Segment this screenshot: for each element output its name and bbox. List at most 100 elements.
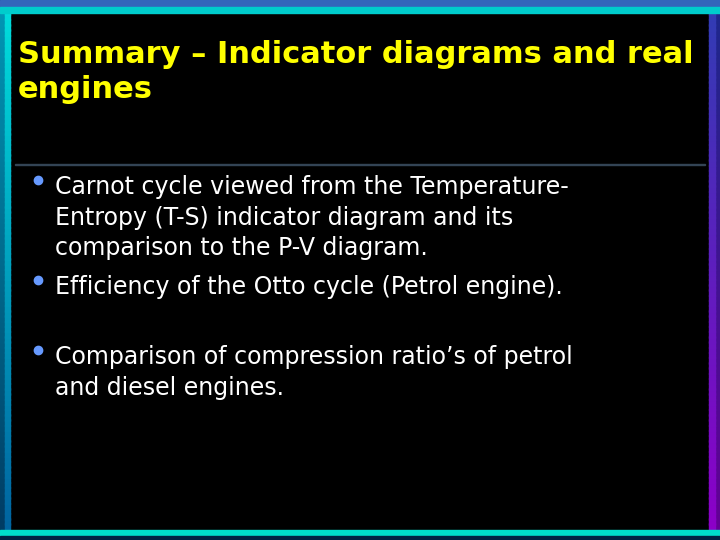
Bar — [5, 430, 10, 436]
Bar — [5, 14, 10, 21]
Bar — [0, 112, 5, 119]
Bar — [5, 268, 10, 275]
Bar — [0, 518, 5, 525]
Bar — [0, 482, 5, 488]
Bar — [715, 159, 720, 166]
Bar — [5, 154, 10, 161]
Bar — [5, 357, 10, 363]
Bar — [709, 289, 715, 296]
Bar — [5, 201, 10, 207]
Bar — [715, 409, 720, 416]
Bar — [715, 456, 720, 462]
Bar — [0, 264, 5, 270]
Bar — [5, 487, 10, 494]
Bar — [0, 362, 5, 369]
Bar — [0, 35, 5, 41]
Bar — [709, 133, 715, 140]
Bar — [709, 471, 715, 478]
Bar — [715, 170, 720, 177]
Bar — [5, 336, 10, 343]
Bar — [709, 482, 715, 488]
Bar — [709, 362, 715, 369]
Bar — [709, 107, 715, 114]
Bar — [715, 29, 720, 36]
Bar — [709, 222, 715, 228]
Bar — [715, 497, 720, 504]
Bar — [715, 383, 720, 389]
Bar — [715, 347, 720, 353]
Bar — [709, 284, 715, 291]
Bar — [0, 102, 5, 109]
Bar — [709, 409, 715, 416]
Bar — [5, 159, 10, 166]
Bar — [715, 482, 720, 488]
Bar — [5, 185, 10, 192]
Bar — [709, 191, 715, 197]
Bar — [0, 456, 5, 462]
Bar — [709, 82, 715, 88]
Bar — [5, 55, 10, 62]
Bar — [0, 118, 5, 124]
Bar — [5, 206, 10, 213]
Bar — [715, 45, 720, 52]
Bar — [5, 373, 10, 379]
Bar — [0, 258, 5, 265]
Bar — [709, 341, 715, 348]
Bar — [709, 55, 715, 62]
Bar — [709, 305, 715, 312]
Bar — [5, 497, 10, 504]
Bar — [715, 264, 720, 270]
Bar — [5, 227, 10, 234]
Bar — [0, 476, 5, 483]
Bar — [5, 279, 10, 286]
Bar — [715, 399, 720, 405]
Bar — [715, 419, 720, 426]
Bar — [709, 377, 715, 384]
Bar — [5, 237, 10, 244]
Bar — [715, 268, 720, 275]
Bar — [5, 471, 10, 478]
Bar — [709, 393, 715, 400]
Bar — [709, 159, 715, 166]
Bar — [715, 466, 720, 473]
Bar — [709, 352, 715, 359]
Bar — [0, 55, 5, 62]
Bar — [715, 279, 720, 286]
Bar — [715, 154, 720, 161]
Bar — [709, 388, 715, 395]
Bar — [715, 24, 720, 31]
Bar — [715, 352, 720, 359]
Bar — [0, 66, 5, 72]
Bar — [5, 315, 10, 322]
Bar — [709, 45, 715, 52]
Bar — [709, 97, 715, 104]
Bar — [5, 29, 10, 36]
Bar — [5, 476, 10, 483]
Bar — [0, 536, 720, 540]
Bar — [0, 274, 5, 280]
Bar — [709, 399, 715, 405]
Bar — [0, 248, 5, 254]
Bar — [5, 274, 10, 280]
Bar — [0, 347, 5, 353]
Bar — [5, 341, 10, 348]
Bar — [0, 237, 5, 244]
Bar — [5, 347, 10, 353]
Bar — [0, 430, 5, 436]
Bar — [0, 315, 5, 322]
Bar — [5, 513, 10, 519]
Bar — [709, 185, 715, 192]
Bar — [5, 305, 10, 312]
Bar — [709, 217, 715, 223]
Bar — [0, 128, 5, 135]
Bar — [5, 50, 10, 57]
Bar — [0, 149, 5, 156]
Bar — [715, 248, 720, 254]
Bar — [715, 175, 720, 181]
Bar — [715, 76, 720, 83]
Bar — [715, 258, 720, 265]
Bar — [709, 92, 715, 98]
Bar — [0, 175, 5, 181]
Bar — [0, 123, 5, 130]
Bar — [715, 305, 720, 312]
